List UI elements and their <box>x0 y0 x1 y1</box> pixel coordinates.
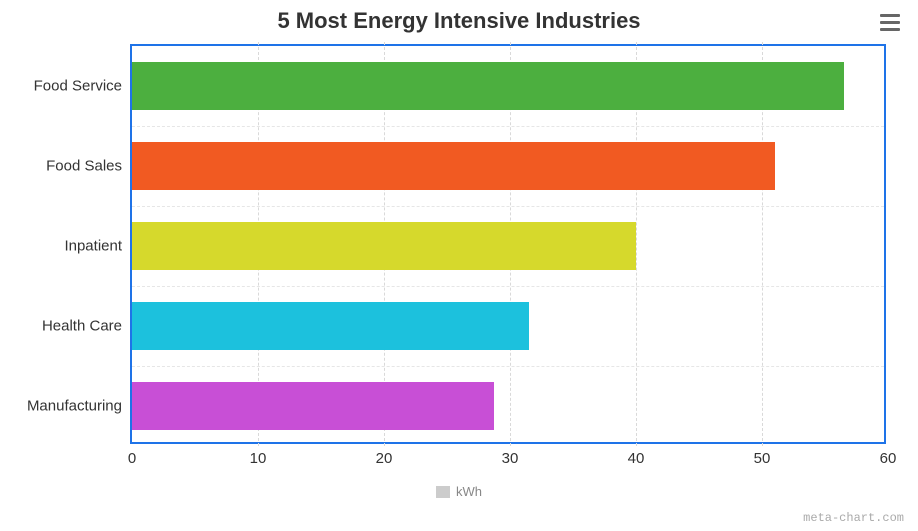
attribution: meta-chart.com <box>803 511 904 525</box>
x-tick-label: 0 <box>128 442 136 467</box>
legend: kWh <box>0 484 918 503</box>
plot-area: 0102030405060Food ServiceFood SalesInpat… <box>130 44 886 444</box>
bar <box>132 142 775 190</box>
x-tick-label: 50 <box>754 442 771 467</box>
export-menu-icon[interactable] <box>880 14 900 32</box>
y-tick-label: Health Care <box>42 318 132 335</box>
bar <box>132 62 844 110</box>
y-tick-label: Food Sales <box>46 158 132 175</box>
legend-label: kWh <box>456 484 482 499</box>
x-tick-label: 30 <box>502 442 519 467</box>
legend-item: kWh <box>436 484 482 499</box>
gridline-horizontal <box>132 286 884 287</box>
x-tick-label: 40 <box>628 442 645 467</box>
x-tick-label: 60 <box>880 442 897 467</box>
chart-container: 5 Most Energy Intensive Industries 01020… <box>0 0 918 531</box>
y-tick-label: Inpatient <box>64 238 132 255</box>
gridline-horizontal <box>132 126 884 127</box>
bar <box>132 382 494 430</box>
gridline-horizontal <box>132 206 884 207</box>
x-tick-label: 10 <box>250 442 267 467</box>
legend-swatch <box>436 486 450 498</box>
y-tick-label: Food Service <box>34 78 132 95</box>
x-tick-label: 20 <box>376 442 393 467</box>
bar <box>132 302 529 350</box>
gridline-horizontal <box>132 366 884 367</box>
chart-title: 5 Most Energy Intensive Industries <box>0 8 918 34</box>
y-tick-label: Manufacturing <box>27 398 132 415</box>
bar <box>132 222 636 270</box>
